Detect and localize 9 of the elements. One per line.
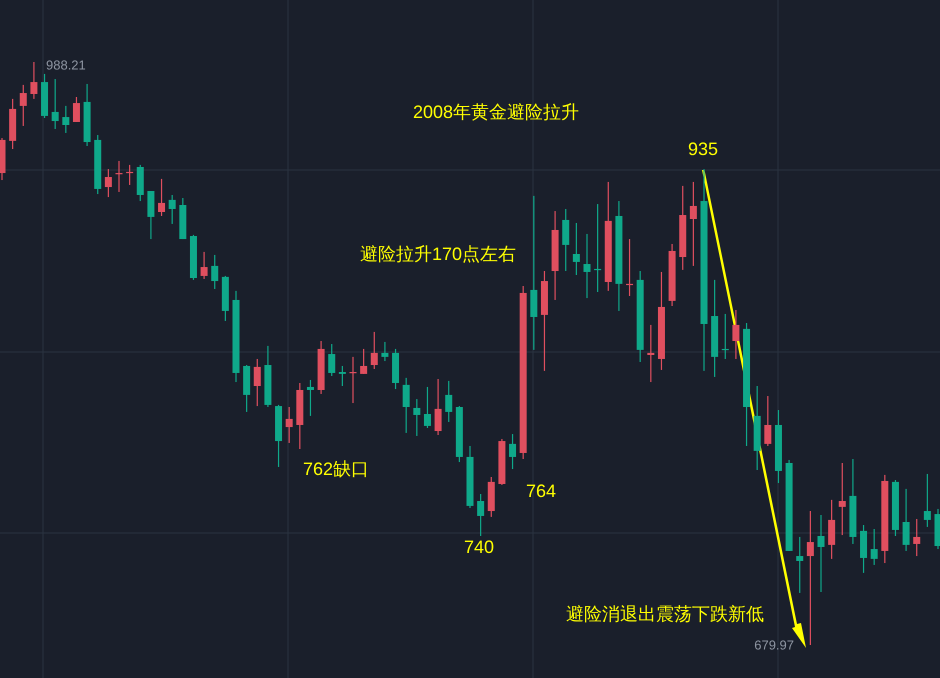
annotation: 764 <box>526 480 556 501</box>
annotation: 740 <box>464 536 494 557</box>
annotation: 988.21 <box>46 57 86 72</box>
annotation: 679.97 <box>754 637 794 652</box>
annotation: 2008年黄金避险拉升 <box>412 102 580 122</box>
annotation: 避险拉升170点左右 <box>360 244 516 264</box>
annotation: 935 <box>688 138 718 159</box>
annotation: 避险消退出震荡下跌新低 <box>566 604 764 624</box>
annotation: 762缺口 <box>302 458 370 479</box>
